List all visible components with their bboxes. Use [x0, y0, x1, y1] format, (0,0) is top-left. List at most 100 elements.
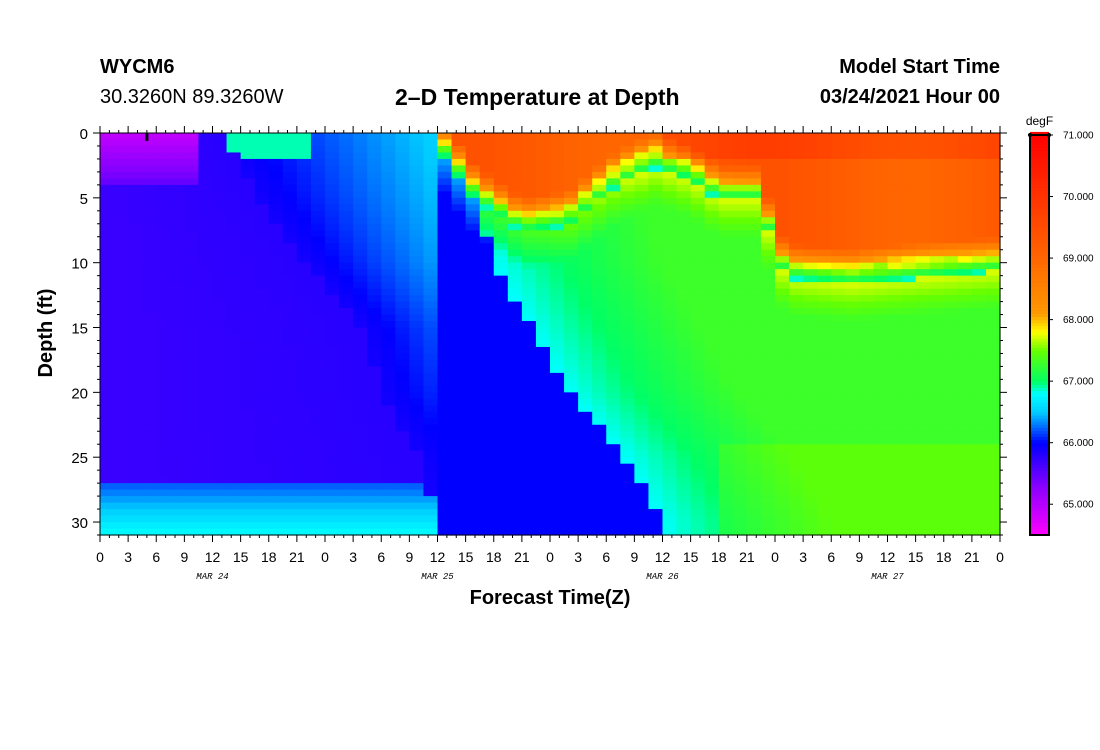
- heatmap-cell: [859, 528, 875, 536]
- heatmap-cell: [451, 230, 467, 238]
- heatmap-cell: [282, 392, 298, 400]
- heatmap-cell: [648, 308, 664, 316]
- heatmap-cell: [564, 366, 579, 374]
- heatmap-cell: [985, 398, 1001, 406]
- heatmap-cell: [114, 398, 129, 406]
- heatmap-cell: [578, 372, 593, 380]
- heatmap-cell: [901, 204, 917, 212]
- heatmap-cell: [353, 314, 368, 322]
- colorbar-swatch: [1030, 264, 1049, 268]
- heatmap-cell: [943, 269, 959, 277]
- heatmap-cell: [437, 444, 453, 452]
- heatmap-cell: [662, 385, 678, 393]
- heatmap-cell: [479, 321, 495, 329]
- heatmap-cell: [915, 139, 931, 147]
- heatmap-cell: [564, 178, 579, 186]
- heatmap-cell: [479, 249, 495, 257]
- heatmap-cell: [760, 418, 776, 426]
- heatmap-cell: [353, 158, 368, 167]
- heatmap-cell: [507, 353, 523, 361]
- heatmap-cell: [746, 470, 762, 478]
- heatmap-cell: [817, 366, 832, 374]
- heatmap-cell: [395, 191, 410, 199]
- heatmap-cell: [732, 171, 748, 179]
- heatmap-cell: [985, 288, 1001, 296]
- heatmap-cell: [381, 184, 396, 192]
- heatmap-cell: [775, 379, 790, 387]
- heatmap-cell: [592, 282, 607, 290]
- heatmap-cell: [845, 314, 860, 322]
- heatmap-cell: [170, 457, 185, 465]
- heatmap-cell: [325, 210, 340, 218]
- heatmap-cell: [198, 379, 214, 387]
- heatmap-cell: [704, 444, 720, 452]
- heatmap-cell: [859, 405, 875, 413]
- heatmap-cell: [564, 295, 579, 303]
- colorbar-swatch: [1030, 181, 1049, 185]
- heatmap-cell: [254, 230, 270, 238]
- heatmap-cell: [114, 418, 129, 426]
- heatmap-cell: [353, 431, 368, 439]
- heatmap-cell: [535, 411, 551, 419]
- heatmap-cell: [929, 334, 945, 342]
- heatmap-cell: [367, 184, 382, 192]
- heatmap-cell: [592, 385, 607, 393]
- heatmap-cell: [859, 249, 875, 257]
- heatmap-cell: [521, 334, 537, 342]
- heatmap-cell: [873, 158, 889, 167]
- heatmap-cell: [704, 405, 720, 413]
- heatmap-cell: [423, 171, 439, 179]
- heatmap-cell: [451, 515, 467, 523]
- heatmap-cell: [493, 158, 509, 167]
- heatmap-cell: [817, 288, 832, 296]
- heatmap-cell: [170, 463, 185, 471]
- colorbar-swatch: [1030, 218, 1049, 222]
- colorbar-swatch: [1030, 445, 1049, 450]
- heatmap-cell: [887, 197, 903, 205]
- heatmap-cell: [156, 165, 171, 173]
- heatmap-cell: [170, 321, 185, 329]
- heatmap-cell: [775, 483, 790, 491]
- heatmap-cell: [339, 359, 354, 368]
- heatmap-cell: [156, 236, 171, 244]
- heatmap-cell: [620, 243, 635, 251]
- heatmap-cell: [521, 398, 537, 406]
- heatmap-cell: [240, 288, 256, 296]
- heatmap-cell: [128, 210, 143, 218]
- heatmap-cell: [550, 210, 565, 218]
- colorbar-swatch: [1030, 405, 1049, 410]
- heatmap-cell: [746, 269, 762, 277]
- heatmap-cell: [704, 178, 720, 186]
- heatmap-cell: [353, 256, 368, 264]
- heatmap-cell: [268, 171, 284, 179]
- heatmap-cell: [732, 463, 748, 471]
- heatmap-cell: [353, 340, 368, 348]
- heatmap-cell: [114, 184, 129, 192]
- heatmap-cell: [606, 418, 621, 426]
- heatmap-cell: [704, 392, 720, 400]
- colorbar-swatch: [1030, 273, 1049, 278]
- heatmap-cell: [521, 275, 537, 283]
- heatmap-cell: [901, 223, 917, 231]
- heatmap-cell: [254, 223, 270, 231]
- heatmap-cell: [746, 210, 762, 218]
- heatmap-cell: [493, 353, 509, 361]
- heatmap-cell: [550, 379, 565, 387]
- heatmap-cell: [592, 223, 607, 231]
- heatmap-cell: [325, 340, 340, 348]
- heatmap-cell: [381, 483, 396, 491]
- heatmap-cell: [100, 411, 115, 419]
- heatmap-cell: [690, 217, 706, 225]
- heatmap-cell: [282, 515, 298, 523]
- heatmap-cell: [620, 301, 635, 309]
- heatmap-cell: [859, 145, 875, 154]
- heatmap-cell: [676, 411, 692, 419]
- heatmap-cell: [451, 366, 467, 374]
- heatmap-cell: [254, 139, 270, 147]
- heatmap-cell: [775, 470, 790, 478]
- heatmap-cell: [493, 308, 509, 316]
- heatmap-cell: [395, 230, 410, 238]
- heatmap-cell: [353, 275, 368, 283]
- heatmap-cell: [732, 509, 748, 517]
- heatmap-cell: [479, 372, 495, 380]
